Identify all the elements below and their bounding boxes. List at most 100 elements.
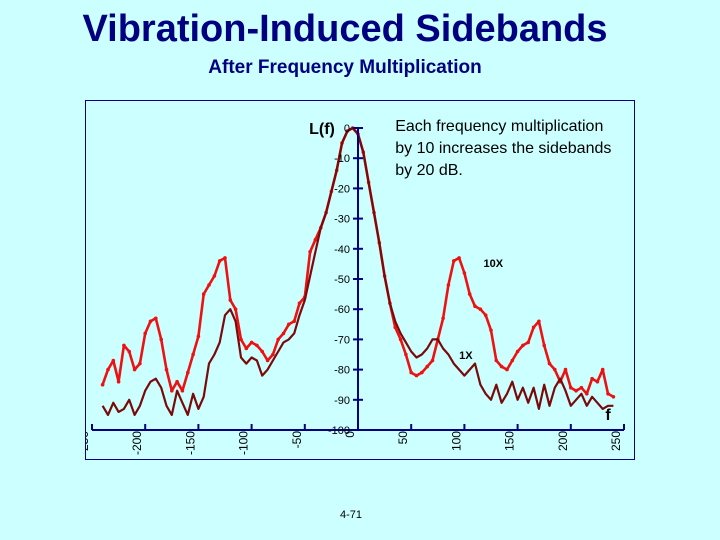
data-point-10x [271,352,275,357]
data-point-10x [542,343,546,348]
data-point-10x [489,328,493,333]
page-number: 4-71 [340,509,363,521]
data-point-10x [526,340,530,345]
data-point-10x [233,307,238,311]
data-point-10x [292,319,296,324]
data-point-10x [462,271,467,275]
y-axis-title: L(f) [309,121,335,138]
data-point-10x [228,298,233,302]
x-tick-label: -50 [290,431,304,449]
data-point-10x [585,392,589,396]
data-point-10x [499,364,504,369]
data-point-10x [441,316,445,321]
data-point-10x [398,337,403,342]
data-point-10x [175,379,179,384]
data-point-10x [180,388,185,393]
data-point-10x [191,352,195,357]
y-tick-label: -40 [334,244,350,256]
data-point-10x [154,316,158,321]
data-point-10x [122,343,126,348]
y-tick-label: -10 [334,153,350,165]
data-point-10x [600,367,605,372]
data-point-10x [138,361,142,366]
data-point-10x [217,259,222,263]
x-axis-title: f [605,407,611,424]
data-point-10x [606,392,610,396]
x-tick-label: -100 [237,431,251,455]
data-point-10x [196,334,201,339]
annotation-note-line: by 10 increases the sidebands [395,140,611,157]
y-tick-label: -70 [334,334,350,346]
annotation-note-line: by 20 dB. [395,162,463,179]
data-point-10x [590,376,594,381]
data-point-10x [473,304,477,308]
y-tick-label: -20 [334,183,350,195]
data-point-10x [308,250,312,254]
data-point-10x [393,325,398,330]
y-tick-label: -100 [328,425,350,437]
chart-panel: -250 -200 -150 -100 -50 0 50 100 150 200 250 0 -10 -2… [85,100,635,460]
data-point-10x [595,379,600,384]
data-point-10x [170,388,174,393]
x-tick-label: 0 [343,431,357,438]
data-point-10x [127,349,131,354]
data-point-10x [446,283,451,287]
data-point-10x [505,367,509,372]
data-point-10x [452,259,456,263]
data-point-10x [100,382,105,387]
y-tick-label: -80 [334,365,350,377]
data-point-10x [574,388,578,393]
data-point-10x [297,301,302,305]
data-point-10x [276,337,280,342]
annotation-note-line: Each frequency multiplication [395,118,603,135]
y-tick-label: -90 [334,395,350,407]
data-point-10x [521,343,525,348]
x-tick-label: 250 [609,431,623,451]
data-point-10x [244,346,249,351]
y-tick-label: 0 [344,123,350,135]
data-point-10x [409,370,414,375]
data-point-10x [537,319,541,324]
data-point-10x [563,367,568,372]
x-tick-label: 200 [556,431,570,451]
data-point-10x [457,256,461,260]
data-point-10x [483,313,488,317]
data-point-10x [164,367,169,372]
data-point-10x [223,256,227,260]
x-tick-label: -150 [183,431,197,455]
data-point-10x [201,292,206,296]
label-10x: 10X [484,258,504,270]
data-point-10x [281,331,286,336]
data-point-10x [106,367,110,372]
data-point-10x [132,367,137,372]
sideband-chart: -250 -200 -150 -100 -50 0 50 100 150 200 250 0 -10 -2… [86,118,625,455]
data-point-10x [159,337,163,342]
data-point-10x [478,307,483,311]
data-point-10x [255,343,259,348]
data-point-10x [287,322,291,327]
data-point-10x [239,337,243,342]
data-point-10x [260,349,264,354]
data-point-10x [148,319,153,324]
data-point-10x [249,340,254,345]
data-point-10x [569,385,573,390]
x-tick-label: 100 [449,431,463,451]
data-point-10x [265,358,270,363]
data-point-10x [515,349,520,354]
data-point-10x [186,370,190,375]
data-point-10x [212,274,217,278]
data-point-10x [510,358,515,363]
data-point-10x [414,373,419,378]
y-tick-label: -30 [334,214,350,226]
x-tick-label: -250 [86,431,91,455]
x-tick-label: -200 [130,431,144,455]
data-point-10x [404,352,408,357]
slide-subtitle: After Frequency Multiplication [208,57,482,78]
data-point-10x [425,364,430,369]
data-point-10x [547,361,552,366]
data-point-10x [553,367,557,372]
y-tick-label: -50 [334,274,350,286]
y-tick-label: -60 [334,304,350,316]
data-point-10x [579,385,584,390]
data-point-10x [313,237,318,242]
